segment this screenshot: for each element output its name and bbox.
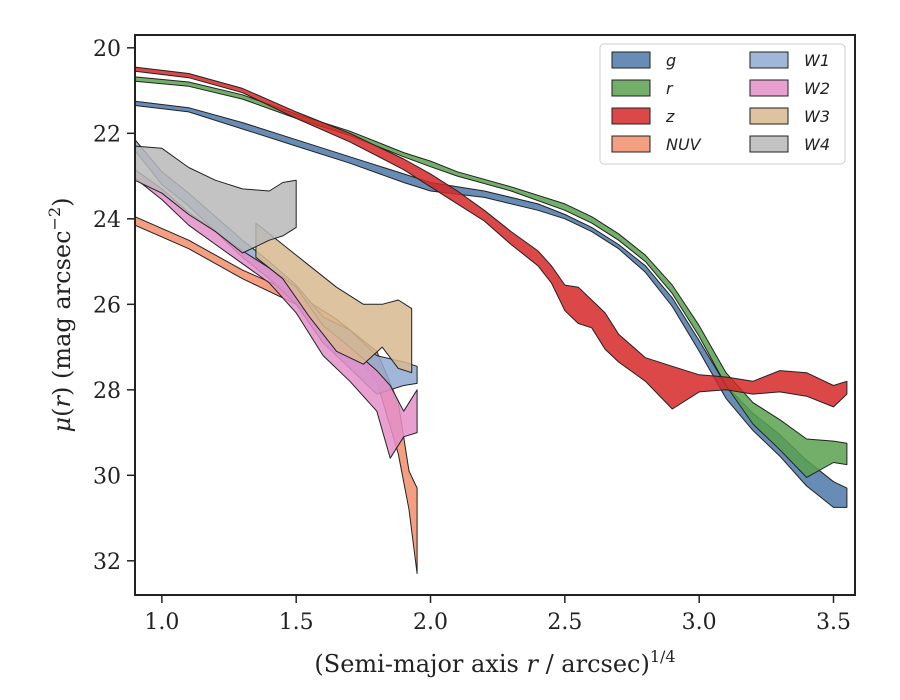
plot-frame bbox=[134, 34, 856, 596]
y-axis-ticks: 20 22 24 26 28 30 32 bbox=[93, 37, 135, 575]
x-axis-ticks: 1.0 1.5 2.0 2.5 3.0 3.5 bbox=[144, 595, 851, 635]
legend: grz NUV W1 W2 W3 W4 bbox=[599, 43, 846, 165]
y-axis-title-sup: −2 bbox=[45, 207, 64, 231]
y-axis-title-close: ) (mag arcsec bbox=[48, 230, 76, 396]
y-axis-title-open: ( bbox=[48, 408, 76, 417]
x-axis-title-sup: 1/4 bbox=[650, 647, 676, 666]
y-tick-label: 30 bbox=[93, 464, 121, 489]
legend-swatch-w3 bbox=[749, 107, 789, 125]
x-axis-title: (Semi-major axis r / arcsec)1/4 bbox=[314, 647, 675, 678]
x-tick-label: 2.0 bbox=[413, 610, 448, 635]
x-tick-label: 1.0 bbox=[144, 610, 179, 635]
legend-box bbox=[599, 43, 846, 165]
legend-label-z: z bbox=[665, 107, 675, 126]
y-tick-label: 26 bbox=[93, 293, 121, 318]
y-tick-label: 32 bbox=[93, 550, 121, 575]
y-tick-label: 28 bbox=[93, 379, 121, 404]
legend-swatch-w4 bbox=[749, 135, 789, 153]
legend-label-w2: W2 bbox=[804, 79, 830, 98]
y-tick-label: 24 bbox=[93, 208, 121, 233]
legend-label-r: r bbox=[666, 79, 674, 98]
y-axis-title-var: r bbox=[48, 395, 76, 408]
band-r bbox=[135, 76, 848, 478]
x-tick-label: 2.5 bbox=[547, 610, 582, 635]
x-tick-label: 3.0 bbox=[682, 610, 717, 635]
x-tick-label: 1.5 bbox=[279, 610, 314, 635]
legend-swatch-r bbox=[611, 79, 651, 97]
y-axis-title: μ(r) (mag arcsec−2) bbox=[45, 197, 76, 432]
x-axis-title-var: r bbox=[526, 650, 539, 678]
x-tick-label: 3.5 bbox=[816, 610, 851, 635]
legend-swatch-z bbox=[611, 107, 651, 125]
legend-label-w3: W3 bbox=[804, 107, 830, 126]
band-w2 bbox=[135, 169, 418, 459]
legend-label-g: g bbox=[666, 51, 676, 70]
legend-label-w1: W1 bbox=[804, 51, 830, 70]
y-tick-label: 22 bbox=[93, 122, 121, 147]
band-z bbox=[135, 66, 848, 410]
profile-bands bbox=[135, 66, 848, 575]
legend-label-w4: W4 bbox=[804, 135, 830, 154]
legend-swatch-nuv bbox=[611, 135, 651, 153]
y-axis-title-mu: μ bbox=[48, 417, 76, 433]
x-axis-title-mid: / arcsec) bbox=[538, 650, 650, 678]
legend-swatch-w2 bbox=[749, 79, 789, 97]
legend-swatch-w1 bbox=[749, 51, 789, 69]
band-g bbox=[135, 100, 848, 508]
legend-label-nuv: NUV bbox=[666, 135, 702, 154]
band-w4 bbox=[135, 145, 297, 254]
x-axis-title-pre: (Semi-major axis bbox=[314, 650, 526, 678]
y-tick-label: 20 bbox=[93, 37, 121, 62]
band-w3 bbox=[255, 222, 413, 374]
legend-swatch-g bbox=[611, 51, 651, 69]
y-axis-title-end: ) bbox=[48, 197, 76, 206]
